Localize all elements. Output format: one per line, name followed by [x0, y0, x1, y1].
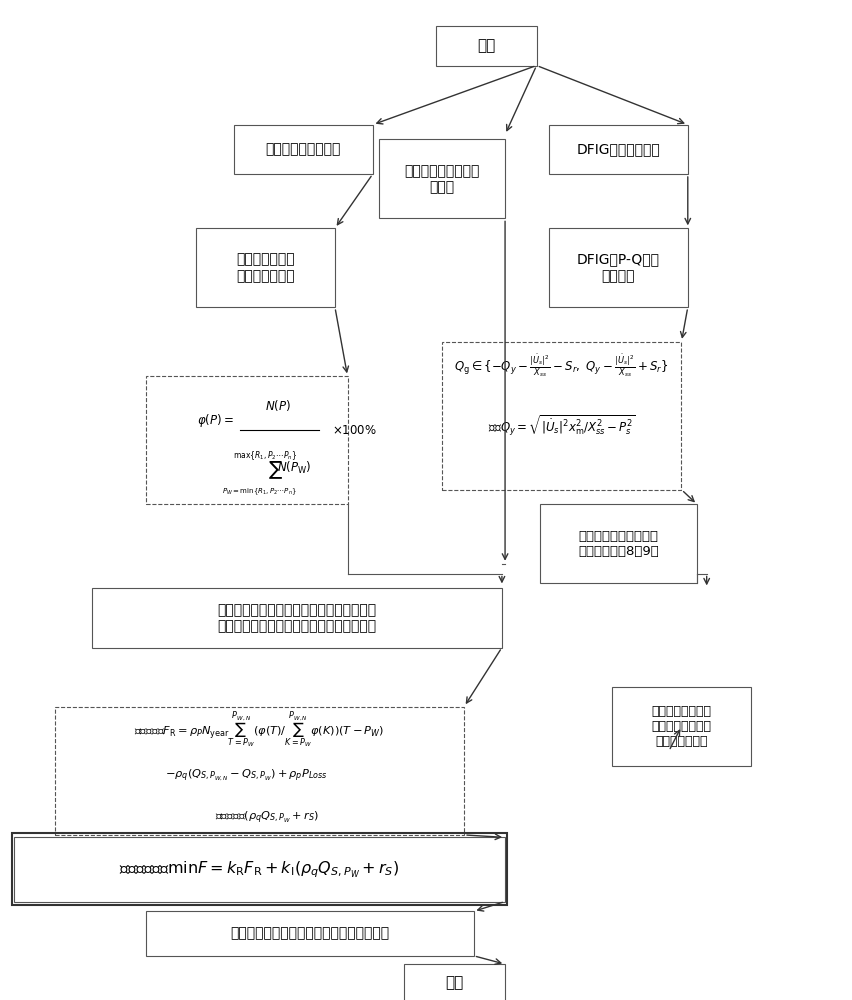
Text: 投资成本：$(\rho_q Q_{S,P_W}+r_S)$: 投资成本：$(\rho_q Q_{S,P_W}+r_S)$: [215, 810, 319, 826]
Text: $N(P_{\rm W})$: $N(P_{\rm W})$: [276, 460, 311, 476]
FancyBboxPatch shape: [404, 964, 504, 1000]
FancyBboxPatch shape: [435, 26, 536, 66]
Text: $N(P)$: $N(P)$: [265, 398, 291, 413]
Text: $\times 100\%$: $\times 100\%$: [331, 424, 376, 437]
Text: 风功率历史数据采集: 风功率历史数据采集: [266, 142, 341, 156]
FancyBboxPatch shape: [378, 139, 504, 218]
Text: $-\rho_q(Q_{S,P_{W,N}}-Q_{S,P_W})+\rho_p P_{Loss}$: $-\rho_q(Q_{S,P_{W,N}}-Q_{S,P_W})+\rho_p…: [165, 768, 328, 784]
FancyBboxPatch shape: [549, 125, 687, 174]
FancyBboxPatch shape: [14, 837, 504, 902]
Text: 开始: 开始: [476, 38, 495, 53]
Text: 风电场节点在潮流计算
中的处理（式8、9）: 风电场节点在潮流计算 中的处理（式8、9）: [578, 530, 658, 558]
FancyBboxPatch shape: [55, 707, 463, 835]
Text: DFIG的P-Q解耦
特性分析: DFIG的P-Q解耦 特性分析: [576, 253, 659, 283]
Text: 无功补偿设备性能参
数采集: 无功补偿设备性能参 数采集: [404, 164, 479, 194]
Text: $\sum$: $\sum$: [268, 459, 282, 481]
Text: $\max\{R_1,P_2\cdots P_n\}$: $\max\{R_1,P_2\cdots P_n\}$: [233, 449, 297, 462]
Text: 运行成本：$F_{\rm R}=\rho_P N_{\rm year}\sum_{T=P_W}^{P_{W,N}}(\varphi(T)/\sum_{K=P_W: 运行成本：$F_{\rm R}=\rho_P N_{\rm year}\sum_…: [134, 711, 384, 751]
Text: 其中$Q_y=\sqrt{|\dot{U}_s|^2 x_{\rm m}^2/X_{ss}^2-P_s^2}$: 其中$Q_y=\sqrt{|\dot{U}_s|^2 x_{\rm m}^2/X…: [487, 413, 635, 438]
FancyBboxPatch shape: [549, 228, 687, 307]
FancyBboxPatch shape: [196, 228, 335, 307]
Text: $Q_{\rm g}\in\{-Q_y-\frac{|\dot{U}_s|^2}{X_{ss}}-S_r,\ Q_y-\frac{|\dot{U}_s|^2}{: $Q_{\rm g}\in\{-Q_y-\frac{|\dot{U}_s|^2}…: [454, 353, 668, 380]
Text: 目标函数为：$\min F=k_{\rm R}F_{\rm R}+k_{\rm I}(\rho_q Q_{S,P_W}+r_S)$: 目标函数为：$\min F=k_{\rm R}F_{\rm R}+k_{\rm …: [119, 859, 399, 880]
Text: DFIG性能参数采集: DFIG性能参数采集: [576, 142, 659, 156]
FancyBboxPatch shape: [612, 687, 750, 766]
Text: 运行成本中包含了
风功率分布结果、
功率特性的影响: 运行成本中包含了 风功率分布结果、 功率特性的影响: [651, 705, 711, 748]
Text: 结束: 结束: [445, 975, 463, 990]
Text: 不同周期下风功
率分布规律分析: 不同周期下风功 率分布规律分析: [236, 253, 295, 283]
Text: $P_W=\min\{R_1,P_2\cdots P_n\}$: $P_W=\min\{R_1,P_2\cdots P_n\}$: [222, 486, 296, 497]
FancyBboxPatch shape: [233, 125, 372, 174]
FancyBboxPatch shape: [539, 504, 696, 583]
Text: $\varphi(P) =$: $\varphi(P) =$: [197, 412, 233, 429]
FancyBboxPatch shape: [146, 911, 473, 956]
FancyBboxPatch shape: [146, 376, 347, 504]
Text: 优化目标为：无功补偿的投资成本、因无功
功率引起的风电系统运行成本均达到最小化: 优化目标为：无功补偿的投资成本、因无功 功率引起的风电系统运行成本均达到最小化: [217, 603, 377, 633]
Text: 求解算法：粒子群优化算法、潮流计算算法: 求解算法：粒子群优化算法、潮流计算算法: [230, 927, 389, 941]
FancyBboxPatch shape: [92, 588, 501, 648]
FancyBboxPatch shape: [441, 342, 681, 490]
